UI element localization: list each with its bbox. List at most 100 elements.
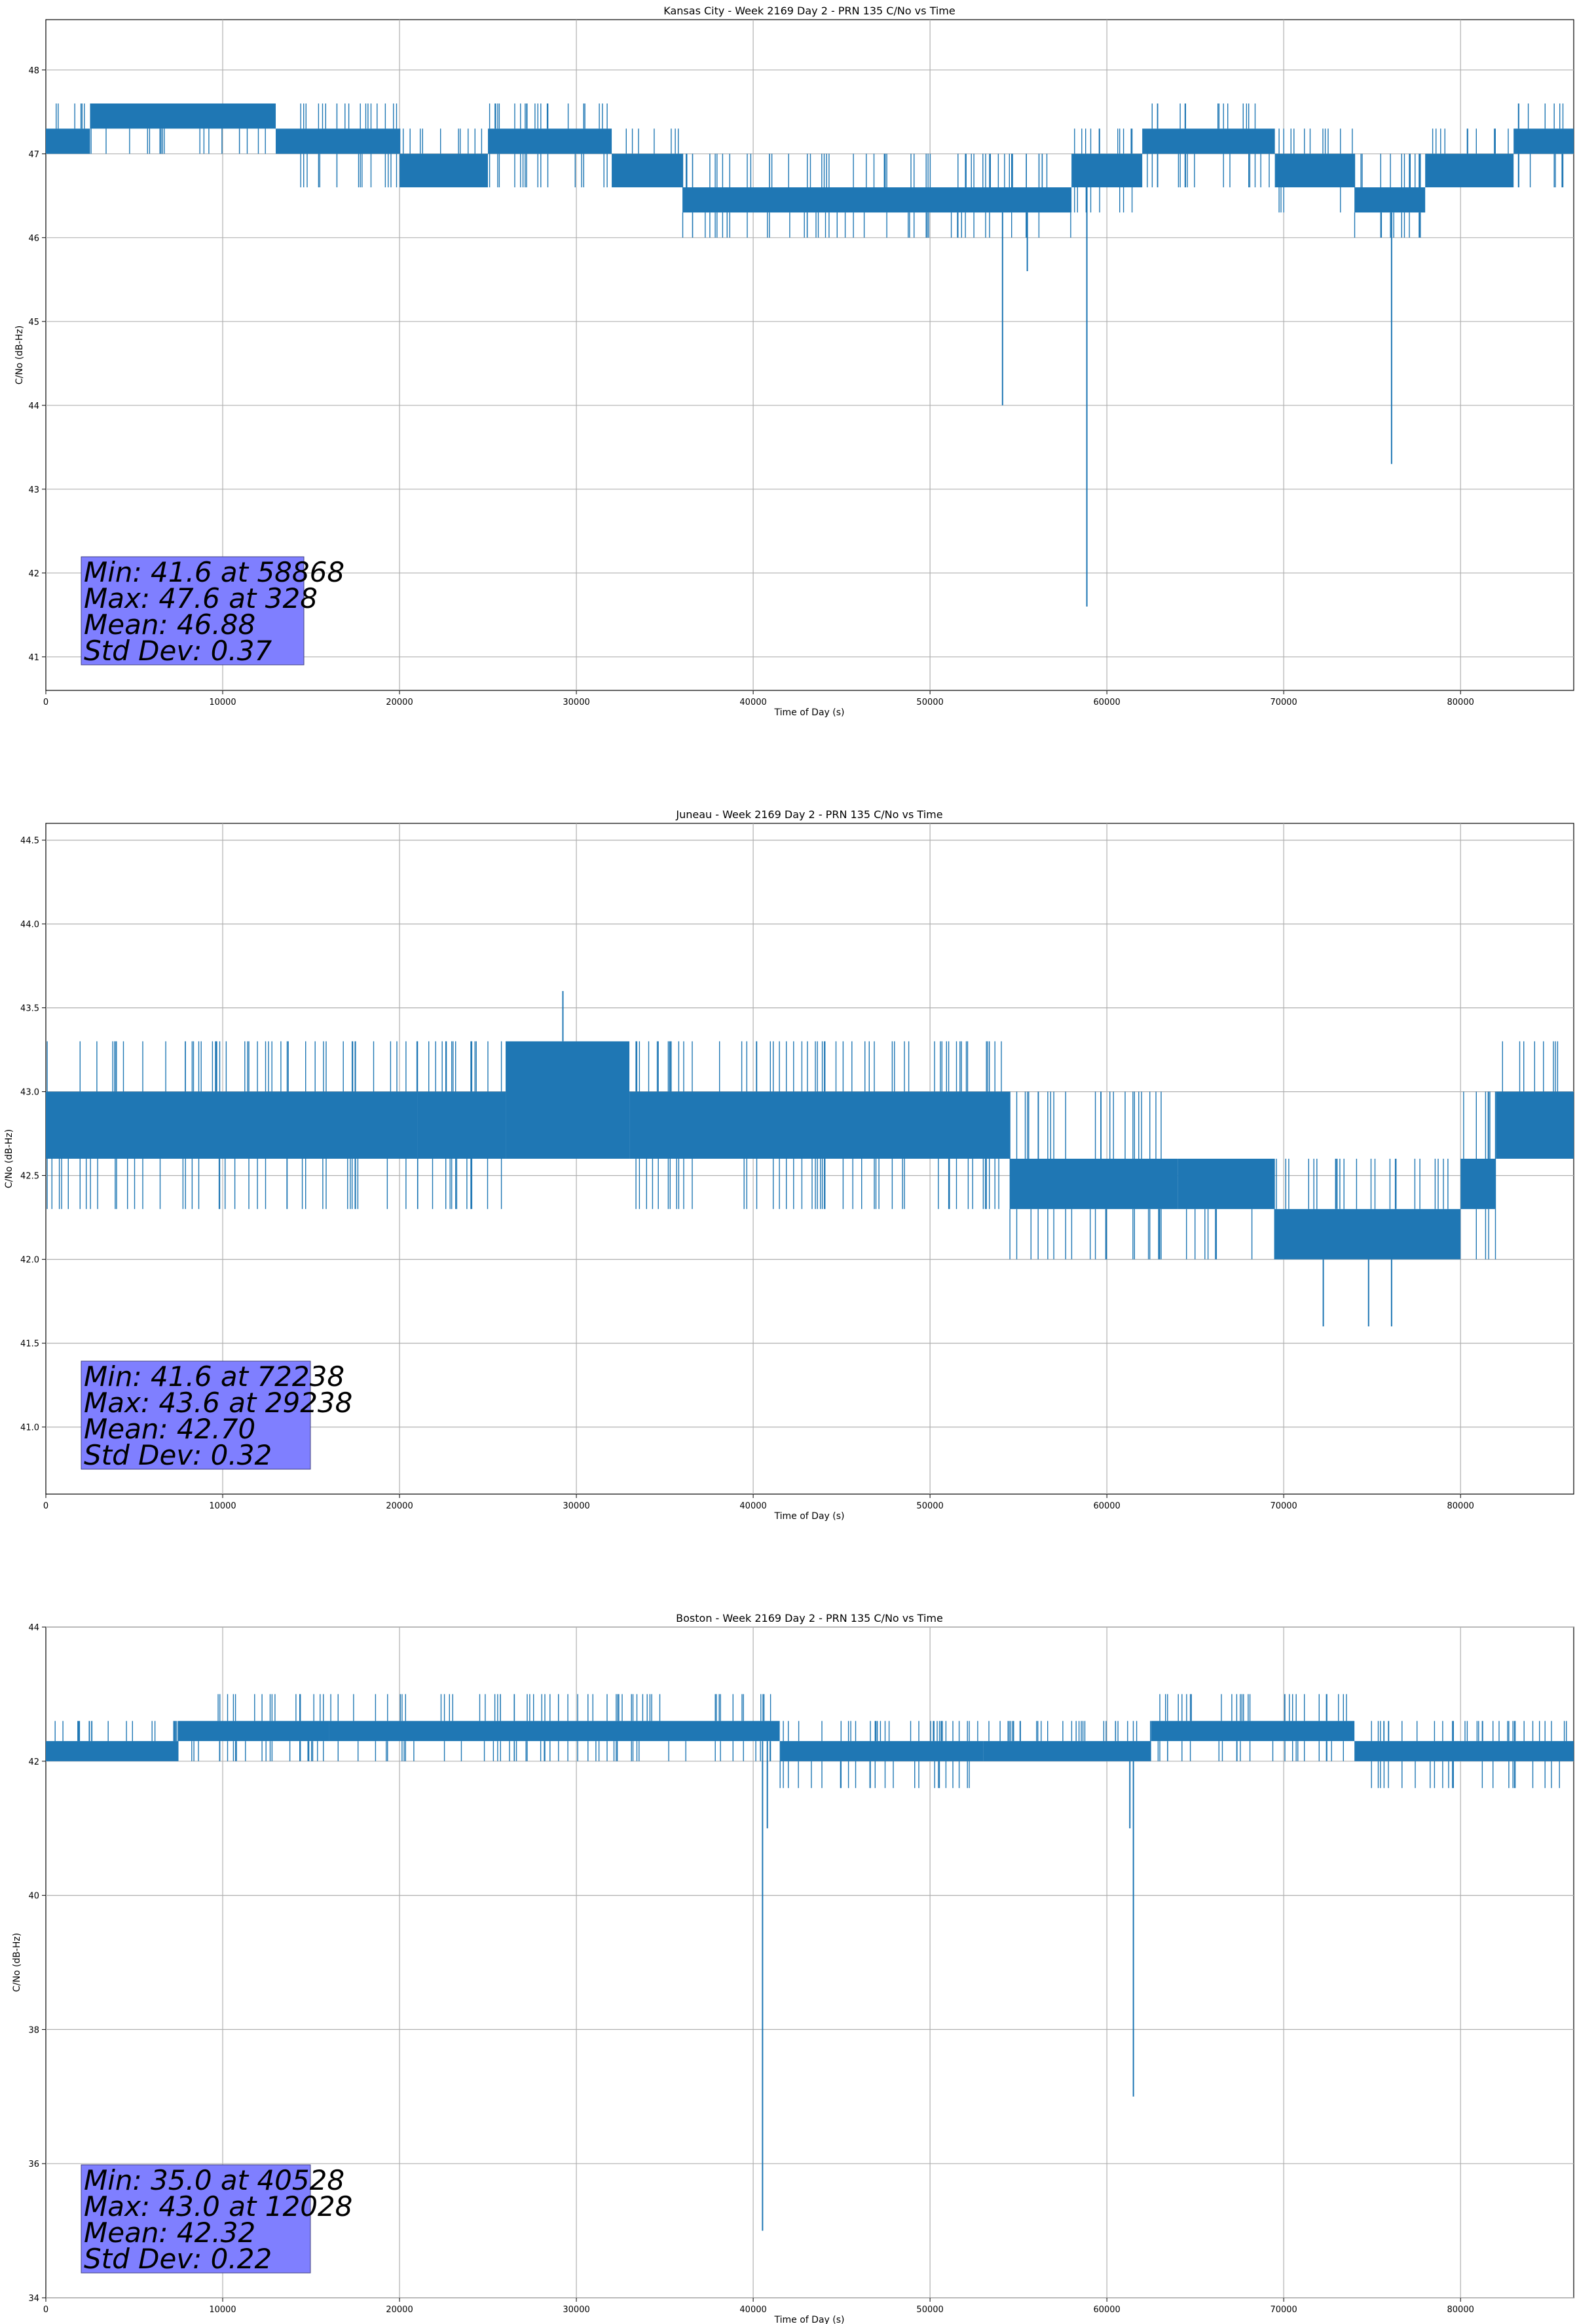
x-tick-label: 0	[43, 2305, 48, 2315]
y-tick-label: 38	[28, 2025, 39, 2035]
y-tick-label: 34	[28, 2294, 39, 2304]
y-tick-label: 44	[28, 1623, 39, 1633]
y-tick-label: 42	[28, 1757, 39, 1767]
cno-jitter	[682, 153, 1071, 238]
x-tick-label: 10000	[209, 698, 236, 707]
y-tick-labels: 41 42 43 44 45 46 47 48	[28, 66, 46, 663]
cno-jitter	[399, 128, 483, 154]
cno-jitter	[191, 1694, 324, 1761]
cno-band	[1425, 153, 1514, 187]
x-tick-label: 80000	[1447, 2305, 1474, 2315]
cno-band	[1354, 1741, 1574, 1761]
x-tick-label: 20000	[386, 698, 413, 707]
x-tick-label: 20000	[386, 2305, 413, 2315]
y-axis-label: C/No (dB-Hz)	[4, 1129, 14, 1188]
x-tick-label: 70000	[1270, 698, 1297, 707]
y-tick-label: 41.5	[20, 1340, 39, 1349]
y-tick-label: 36	[28, 2160, 39, 2169]
chart-boston: 0 10000 20000 30000 40000 50000 60000 70000 8000…	[12, 1612, 1574, 2324]
series-c-no	[46, 103, 1574, 607]
y-tick-label: 44.0	[20, 920, 39, 930]
y-tick-label: 42.0	[20, 1256, 39, 1265]
cno-band	[1513, 128, 1574, 154]
cno-band	[178, 1721, 329, 1742]
stats-std-dev: Std Dev: 0.32	[84, 1439, 272, 1471]
stats-max: Max: 47.6 at 328	[84, 582, 318, 614]
y-tick-label: 47	[28, 150, 39, 160]
stats-min: Min: 35.0 at 40528	[84, 2164, 344, 2196]
stats-max: Max: 43.6 at 29238	[84, 1387, 352, 1419]
chart-title: Kansas City - Week 2169 Day 2 - PRN 135 …	[663, 5, 955, 17]
cno-jitter	[1009, 1091, 1162, 1260]
cno-band	[1460, 1159, 1496, 1209]
cno-band	[1496, 1091, 1574, 1159]
cno-jitter	[1186, 1209, 1275, 1260]
x-tick-label: 40000	[739, 1501, 766, 1511]
stats-box: Min: 35.0 at 40528 Max: 43.0 at 12028 Me…	[81, 2164, 352, 2275]
y-tick-label: 42.5	[20, 1172, 39, 1182]
cno-band	[488, 128, 612, 154]
cno-jitter	[1371, 1721, 1567, 1788]
stats-box: Min: 41.6 at 72238 Max: 43.6 at 29238 Me…	[81, 1360, 352, 1471]
cno-band	[329, 1721, 780, 1742]
stats-box: Min: 41.6 at 58868 Max: 47.6 at 328 Mean…	[81, 556, 344, 667]
x-tick-label: 60000	[1093, 2305, 1120, 2315]
y-tick-label: 45	[28, 318, 39, 328]
y-tick-label: 43.0	[20, 1088, 39, 1098]
cno-band	[1274, 1209, 1461, 1260]
chart-kansas-city: 0 10000 20000 30000 40000 50000 60000 70000 8000…	[14, 5, 1574, 718]
stats-box-background	[81, 2164, 311, 2274]
cno-band	[1151, 1721, 1355, 1742]
x-tick-label: 60000	[1093, 698, 1120, 707]
stats-box-background	[81, 1360, 311, 1470]
cno-band	[682, 187, 1072, 213]
cno-band	[629, 1091, 1010, 1159]
cno-band	[1274, 153, 1355, 187]
x-tick-label: 10000	[209, 1501, 236, 1511]
y-tick-labels: 41.0 41.5 42.0 42.5 43.0 43.5 44.0 44.5	[20, 836, 46, 1433]
cno-band	[1009, 1159, 1178, 1209]
chart-title: Boston - Week 2169 Day 2 - PRN 135 C/No …	[676, 1612, 943, 1624]
stats-min: Min: 41.6 at 58868	[84, 556, 344, 588]
y-tick-label: 44.5	[20, 836, 39, 846]
y-tick-label: 43	[28, 485, 39, 495]
x-tick-label: 30000	[563, 1501, 589, 1511]
cno-jitter	[779, 1721, 978, 1788]
series-c-no	[46, 1694, 1574, 2231]
cno-jitter	[1502, 1041, 1559, 1092]
cno-jitter	[988, 1721, 1151, 1742]
gridlines	[46, 20, 1574, 690]
x-tick-labels: 0 10000 20000 30000 40000 50000 60000 70000 8000…	[43, 1494, 1474, 1511]
stats-box-background	[81, 556, 305, 665]
cno-jitter	[1276, 1159, 1449, 1209]
cno-band	[417, 1091, 506, 1159]
plot-area-frame	[45, 19, 1574, 691]
x-tick-label: 70000	[1270, 1501, 1297, 1511]
y-tick-label: 44	[28, 402, 39, 411]
x-tick-label: 0	[43, 1501, 48, 1511]
y-tick-label: 42	[28, 569, 39, 579]
x-tick-label: 40000	[739, 2305, 766, 2315]
cno-band	[90, 103, 276, 129]
cno-jitter	[1463, 1091, 1496, 1260]
cno-jitter	[635, 1041, 1002, 1209]
x-tick-label: 80000	[1447, 1501, 1474, 1511]
x-axis-label: Time of Day (s)	[774, 707, 845, 718]
stats-mean: Mean: 42.32	[84, 2217, 255, 2249]
stats-std-dev: Std Dev: 0.37	[84, 635, 272, 667]
cno-band	[46, 1741, 179, 1761]
y-tick-label: 43.5	[20, 1004, 39, 1014]
cno-band	[983, 1741, 1151, 1761]
cno-jitter	[1517, 103, 1564, 187]
cno-jitter	[330, 1694, 771, 1761]
cno-jitter	[46, 1041, 418, 1209]
cno-jitter	[54, 1721, 179, 1742]
x-tick-label: 40000	[739, 698, 766, 707]
cno-jitter	[300, 103, 398, 187]
y-axis-label: C/No (dB-Hz)	[12, 1933, 22, 1992]
x-tick-label: 30000	[563, 698, 589, 707]
series-c-no	[46, 991, 1574, 1326]
cno-band	[506, 1041, 630, 1159]
x-tick-label: 30000	[563, 2305, 589, 2315]
